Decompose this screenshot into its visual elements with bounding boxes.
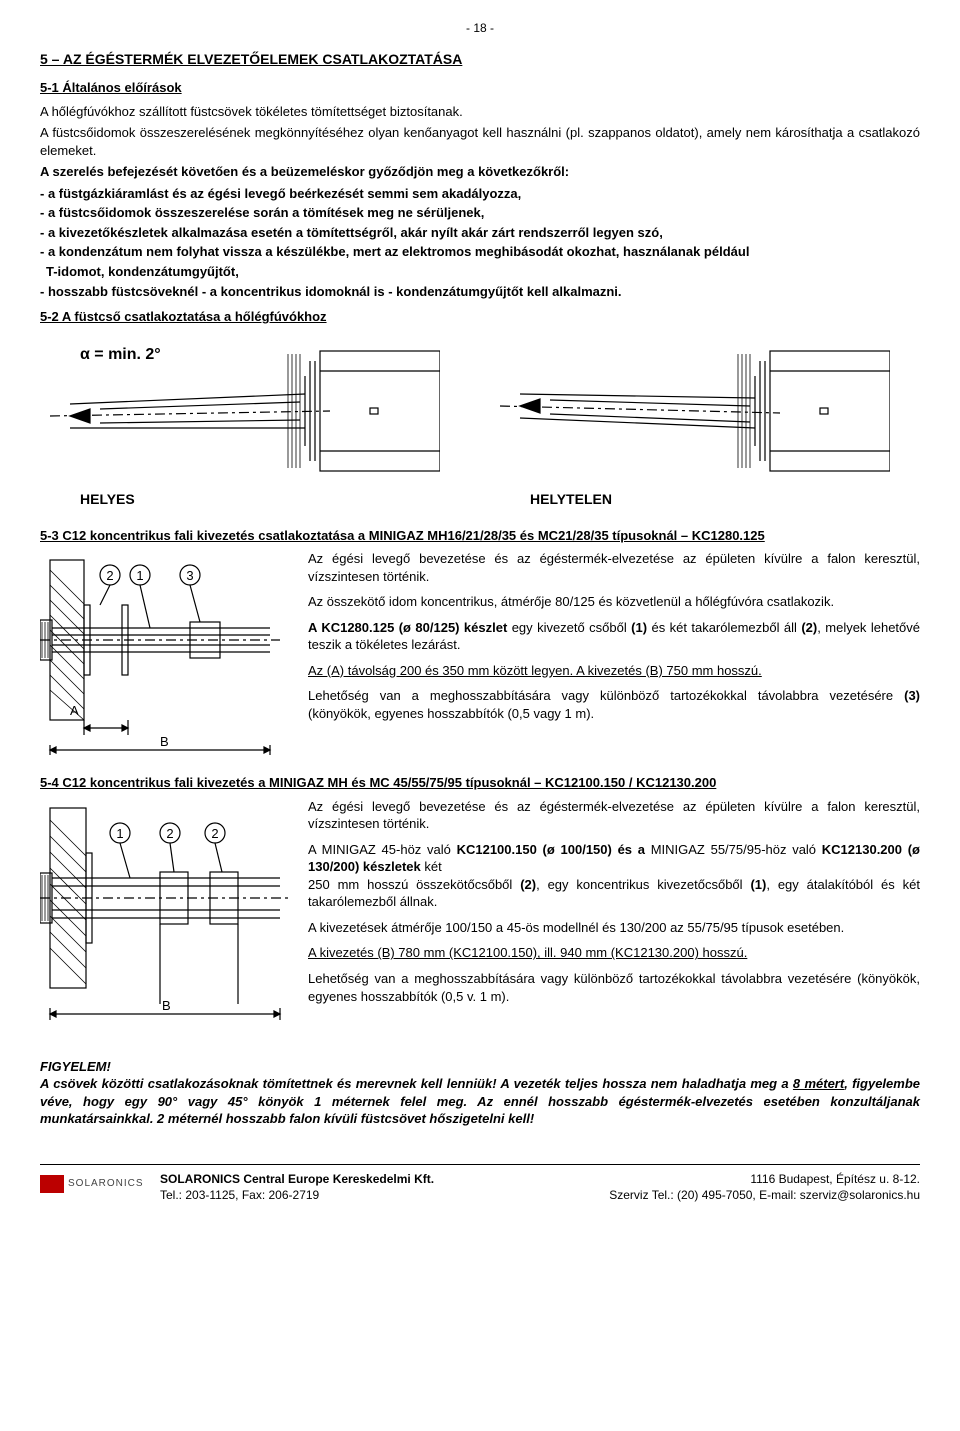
s53-p5: Lehetőség van a meghosszabbítására vagy … <box>308 687 920 722</box>
s54-p3: 250 mm hosszú összekötőcsőből (2), egy k… <box>308 876 920 911</box>
logo-text: SOLARONICS <box>68 1177 144 1191</box>
svg-text:2: 2 <box>166 826 173 841</box>
diagram-correct: α = min. 2° <box>40 336 470 509</box>
heading-5-1: 5-1 Általános előírások <box>40 79 920 97</box>
section-5-title: 5 – AZ ÉGÉSTERMÉK ELVEZETŐELEMEK CSATLAK… <box>40 50 920 69</box>
footer-company: SOLARONICS Central Europe Kereskedelmi K… <box>160 1172 434 1186</box>
figure-5-4: 1 2 2 B <box>40 798 290 1028</box>
diagram-5-2-row: α = min. 2° <box>40 336 920 509</box>
logo: SOLARONICS <box>40 1171 150 1197</box>
s51-li4: - a kondenzátum nem folyhat vissza a kés… <box>40 243 920 261</box>
footer-addr: 1116 Budapest, Építész u. 8-12. <box>609 1171 920 1187</box>
warning-block: FIGYELEM! A csövek közötti csatlakozások… <box>40 1058 920 1128</box>
figure-5-3: 2 1 3 A B <box>40 550 290 760</box>
svg-text:1: 1 <box>116 826 123 841</box>
label-A: A <box>70 703 79 718</box>
label-B: B <box>160 734 169 749</box>
s54-p5: A kivezetés (B) 780 mm (KC12100.150), il… <box>308 944 920 962</box>
s51-li3: - a kivezetőkészletek alkalmazása esetén… <box>40 224 920 242</box>
svg-text:2: 2 <box>211 826 218 841</box>
s51-li4b: T-idomot, kondenzátumgyűjtőt, <box>40 263 920 281</box>
text-5-4: Az égési levegő bevezetése és az égéster… <box>308 798 920 1028</box>
figure-5-4-svg: 1 2 2 B <box>40 798 290 1028</box>
s51-li1: - a füstgázkiáramlást és az égési levegő… <box>40 185 920 203</box>
section-5-4-row: 1 2 2 B Az égési levegő bevezetése és az… <box>40 798 920 1028</box>
caption-wrong: HELYTELEN <box>530 490 920 509</box>
diagram-wrong: HELYTELEN <box>490 336 920 509</box>
s51-intro: A szerelés befejezését követően és a beü… <box>40 163 920 181</box>
footer-tel: Tel.: 203-1125, Fax: 206-2719 <box>160 1187 434 1203</box>
page-number: - 18 - <box>40 20 920 36</box>
s53-p4: Az (A) távolság 200 és 350 mm között leg… <box>308 662 920 680</box>
diagram-wrong-svg <box>490 336 890 486</box>
footer-right: 1116 Budapest, Építész u. 8-12. Szerviz … <box>609 1171 920 1203</box>
section-5-3-row: 2 1 3 A B Az égési levegő bevezetése és … <box>40 550 920 760</box>
warning-title: FIGYELEM! <box>40 1058 920 1076</box>
heading-5-2: 5-2 A füstcső csatlakoztatása a hőlégfúv… <box>40 308 920 326</box>
s51-p2: A füstcsőidomok összeszerelésének megkön… <box>40 124 920 159</box>
s51-p1: A hőlégfúvókhoz szállított füstcsövek tö… <box>40 103 920 121</box>
s54-p2: A MINIGAZ 45-höz való KC12100.150 (ø 100… <box>308 841 920 876</box>
svg-text:1: 1 <box>136 568 143 583</box>
caption-correct: HELYES <box>80 490 470 509</box>
svg-text:3: 3 <box>186 568 193 583</box>
figure-5-3-svg: 2 1 3 A B <box>40 550 290 760</box>
heading-5-3: 5-3 C12 koncentrikus fali kivezetés csat… <box>40 527 920 545</box>
s54-p6: Lehetőség van a meghosszabbítására vagy … <box>308 970 920 1005</box>
s54-p1: Az égési levegő bevezetése és az égéster… <box>308 798 920 833</box>
alpha-label: α = min. 2° <box>80 344 161 366</box>
s53-p2: Az összekötő idom koncentrikus, átmérője… <box>308 593 920 611</box>
footer-left: SOLARONICS Central Europe Kereskedelmi K… <box>160 1171 434 1203</box>
page-footer: SOLARONICS SOLARONICS Central Europe Ker… <box>40 1164 920 1203</box>
logo-mark <box>40 1175 64 1193</box>
warning-body: A csövek közötti csatlakozásoknak tömíte… <box>40 1075 920 1128</box>
s53-p3: A KC1280.125 (ø 80/125) készlet egy kive… <box>308 619 920 654</box>
label-B2: B <box>162 998 171 1013</box>
s51-li2: - a füstcsőidomok összeszerelése során a… <box>40 204 920 222</box>
heading-5-4: 5-4 C12 koncentrikus fali kivezetés a MI… <box>40 774 920 792</box>
s53-p1: Az égési levegő bevezetése és az égéster… <box>308 550 920 585</box>
svg-text:2: 2 <box>106 568 113 583</box>
s54-p4: A kivezetések átmérője 100/150 a 45-ös m… <box>308 919 920 937</box>
s51-li5: - hosszabb füstcsöveknél - a koncentriku… <box>40 283 920 301</box>
text-5-3: Az égési levegő bevezetése és az égéster… <box>308 550 920 760</box>
footer-service: Szerviz Tel.: (20) 495-7050, E-mail: sze… <box>609 1187 920 1203</box>
